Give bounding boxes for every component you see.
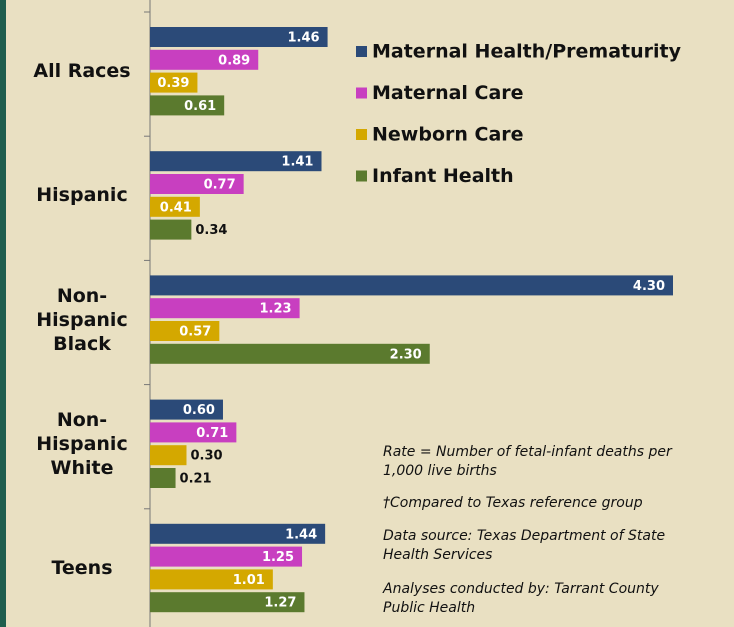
bar (150, 49, 259, 70)
value-label: 0.71 (196, 426, 228, 441)
bar (150, 27, 328, 47)
bar (150, 422, 237, 443)
category-label: Hispanic (36, 184, 128, 207)
category-label: Non-Hispanic White (36, 408, 128, 479)
value-label: 0.77 (204, 178, 236, 193)
bar (150, 592, 305, 613)
bar (150, 399, 223, 420)
border (0, 0, 6, 627)
value-label: 1.23 (260, 302, 292, 317)
legend-label: Maternal Health/Prematurity (372, 41, 682, 63)
legend-label: Infant Health (372, 165, 514, 187)
value-label: 0.30 (190, 449, 222, 464)
bar (150, 275, 673, 296)
value-label: 1.44 (285, 527, 317, 542)
note: †Compared to Texas reference group (383, 495, 643, 511)
bar (150, 196, 200, 217)
value-label: 1.25 (262, 550, 294, 565)
value-label: 2.30 (390, 347, 422, 362)
legend-swatch (356, 46, 367, 57)
bar (150, 174, 244, 194)
bar (150, 445, 187, 466)
note: Data source: Texas Department of State H… (383, 528, 666, 563)
value-label: 0.57 (179, 325, 211, 340)
value-label: 0.34 (195, 223, 227, 238)
bar (150, 72, 198, 93)
bar (150, 321, 220, 341)
bar (150, 343, 430, 364)
value-label: 4.30 (633, 279, 665, 294)
legend-swatch (356, 87, 367, 99)
value-label: 0.89 (218, 53, 250, 68)
value-label: 0.61 (184, 99, 216, 114)
category-label: All Races (33, 60, 131, 83)
category-label: Teens (51, 557, 113, 579)
value-label: 0.21 (180, 472, 212, 487)
bar (150, 151, 322, 172)
value-label: 1.27 (264, 596, 296, 611)
bar (150, 546, 303, 567)
value-label: 1.41 (281, 155, 313, 170)
bar (150, 95, 225, 116)
note: Rate = Number of fetal-infant deaths per… (383, 444, 672, 479)
value-label: 0.39 (157, 76, 189, 91)
value-label: 1.01 (233, 573, 265, 588)
bar (150, 219, 192, 240)
bar (150, 298, 300, 319)
value-label: 1.46 (287, 31, 319, 46)
note: Analyses conducted by: Tarrant County Pu… (383, 581, 659, 616)
legend-swatch (356, 129, 367, 140)
bar (150, 569, 273, 590)
value-label: 0.60 (183, 403, 215, 418)
category-label: Non-Hispanic Black (36, 284, 128, 355)
legend-label: Maternal Care (372, 82, 524, 104)
value-label: 0.41 (160, 200, 192, 215)
bar (150, 523, 326, 544)
bar (150, 468, 176, 488)
legend-label: Newborn Care (372, 124, 524, 146)
legend-swatch (356, 170, 367, 182)
